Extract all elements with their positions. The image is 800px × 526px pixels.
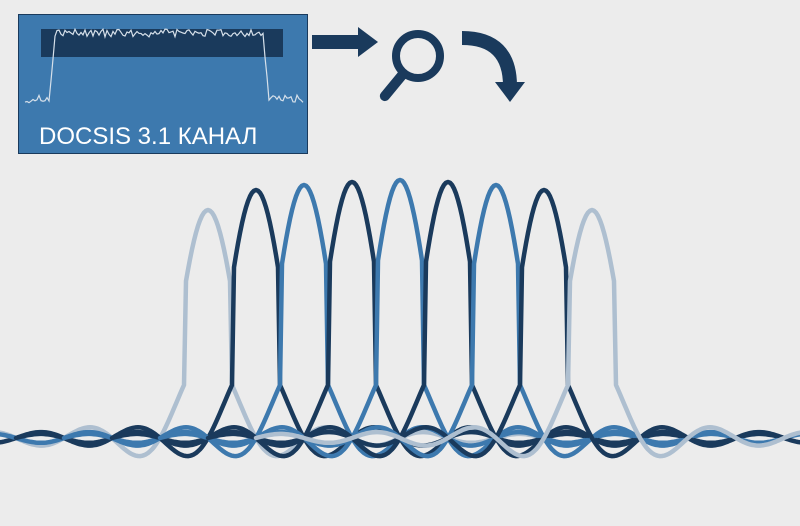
channel-label: DOCSIS 3.1 КАНАЛ (39, 123, 257, 151)
docsis-channel-box: DOCSIS 3.1 КАНАЛ (18, 14, 308, 154)
curved-arrow-down-icon (462, 38, 525, 102)
magnifier-icon (385, 34, 440, 96)
ofdm-subcarriers-plot (0, 180, 800, 456)
arrow-to-magnifier-icon (312, 27, 378, 57)
